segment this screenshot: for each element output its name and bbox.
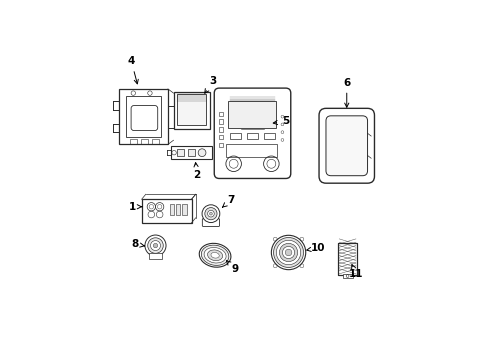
FancyBboxPatch shape	[176, 204, 180, 215]
Ellipse shape	[199, 243, 231, 267]
Text: 6: 6	[343, 77, 350, 107]
Ellipse shape	[201, 245, 229, 265]
FancyBboxPatch shape	[149, 253, 162, 259]
FancyBboxPatch shape	[182, 204, 187, 215]
Ellipse shape	[204, 248, 226, 263]
Circle shape	[202, 205, 220, 222]
Circle shape	[153, 243, 158, 248]
Circle shape	[147, 238, 163, 253]
Circle shape	[282, 246, 294, 258]
FancyBboxPatch shape	[176, 149, 184, 156]
Circle shape	[271, 235, 306, 270]
Circle shape	[208, 210, 214, 217]
FancyBboxPatch shape	[173, 92, 210, 129]
FancyBboxPatch shape	[142, 199, 192, 223]
Text: 3: 3	[205, 76, 217, 93]
Text: 7: 7	[222, 195, 235, 207]
FancyBboxPatch shape	[120, 89, 168, 144]
FancyBboxPatch shape	[177, 94, 206, 125]
FancyBboxPatch shape	[339, 243, 357, 275]
Text: 1: 1	[129, 202, 142, 212]
FancyBboxPatch shape	[319, 108, 374, 183]
FancyBboxPatch shape	[343, 274, 353, 278]
FancyBboxPatch shape	[214, 88, 291, 179]
Circle shape	[145, 235, 166, 256]
FancyBboxPatch shape	[202, 219, 220, 226]
Circle shape	[205, 208, 217, 220]
FancyBboxPatch shape	[188, 149, 196, 156]
FancyBboxPatch shape	[131, 105, 158, 131]
Circle shape	[210, 212, 212, 215]
Text: 10: 10	[307, 243, 325, 253]
Ellipse shape	[211, 252, 219, 258]
Circle shape	[285, 249, 292, 256]
Text: 5: 5	[273, 116, 290, 126]
Circle shape	[273, 238, 303, 267]
Text: 4: 4	[128, 56, 138, 84]
Text: 2: 2	[194, 163, 201, 180]
Circle shape	[279, 243, 298, 262]
FancyBboxPatch shape	[326, 116, 368, 176]
Text: 8: 8	[132, 239, 145, 249]
FancyBboxPatch shape	[171, 146, 212, 159]
FancyBboxPatch shape	[170, 204, 174, 215]
Text: 9: 9	[226, 261, 239, 274]
Circle shape	[198, 149, 206, 157]
Circle shape	[276, 240, 301, 265]
Ellipse shape	[208, 250, 222, 261]
Circle shape	[150, 240, 161, 251]
FancyBboxPatch shape	[227, 102, 276, 128]
Text: 11: 11	[349, 265, 363, 279]
